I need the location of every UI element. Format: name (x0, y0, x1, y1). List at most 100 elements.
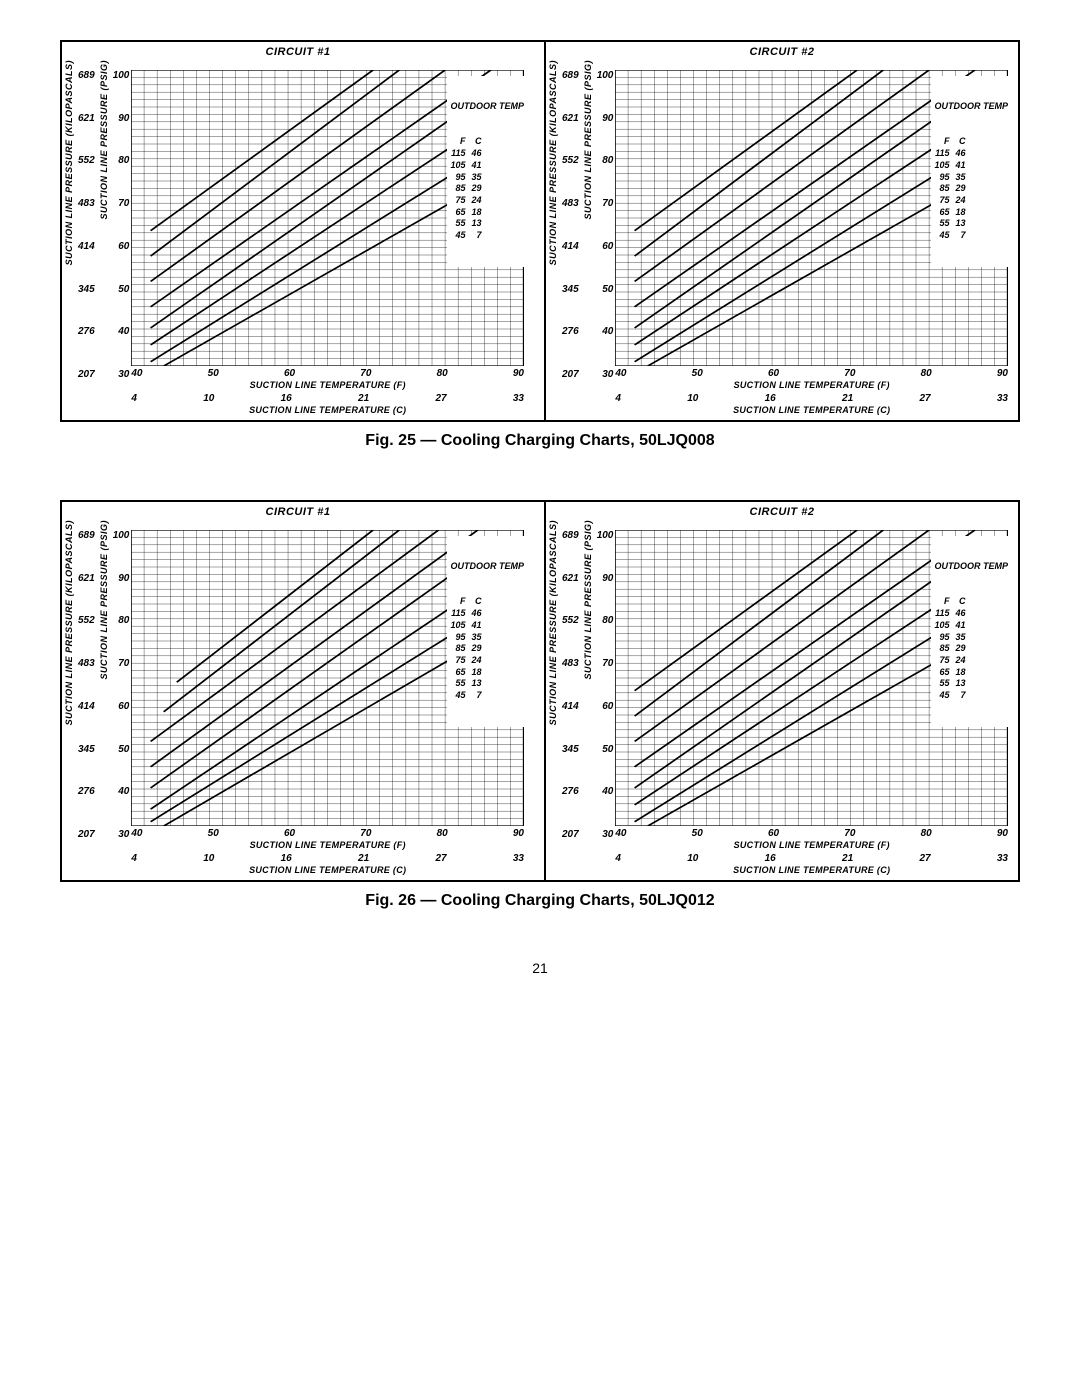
x-axis-label-f: SUCTION LINE TEMPERATURE (F) (615, 840, 1008, 850)
y-axis: SUCTION LINE PRESSURE (KILOPASCALS) (546, 520, 560, 880)
y-ticks: 10090807060504030 (595, 60, 616, 420)
plot-area: OUTDOOR TEMP FC1154610541953585297524651… (615, 70, 1008, 366)
y-tick: 552 (78, 155, 95, 166)
x-tick: 70 (844, 828, 855, 839)
x-tick: 21 (358, 853, 369, 864)
y-tick: 207 (78, 369, 95, 380)
legend: OUTDOOR TEMP FC1154610541953585297524651… (931, 76, 1013, 267)
y-tick: 414 (562, 701, 579, 712)
y-tick: 100 (597, 70, 614, 81)
y-tick: 80 (597, 155, 614, 166)
plot-area: OUTDOOR TEMP FC1154610541953585297524651… (131, 530, 524, 826)
x-axis-label-c: SUCTION LINE TEMPERATURE (C) (131, 405, 524, 415)
y-tick: 80 (113, 155, 130, 166)
y-tick: 50 (113, 284, 130, 295)
y-tick: 80 (597, 615, 614, 626)
x-tick: 80 (921, 368, 932, 379)
y-tick: 207 (78, 829, 95, 840)
y-tick: 483 (562, 198, 579, 209)
y-axis-label: SUCTION LINE PRESSURE (PSIG) (583, 520, 593, 680)
y-tick: 40 (597, 786, 614, 797)
y-tick: 689 (562, 530, 579, 541)
x-tick: 21 (358, 393, 369, 404)
x-tick: 33 (997, 393, 1008, 404)
y-tick: 345 (78, 744, 95, 755)
x-tick: 90 (513, 368, 524, 379)
y-tick: 30 (597, 369, 614, 380)
x-tick: 40 (615, 828, 626, 839)
y-tick: 80 (113, 615, 130, 626)
y-tick: 60 (113, 701, 130, 712)
y-ticks: 689621552483414345276207 (76, 60, 97, 420)
y-axis-label: SUCTION LINE PRESSURE (KILOPASCALS) (548, 520, 558, 725)
x-axis: 405060708090 SUCTION LINE TEMPERATURE (F… (131, 826, 534, 880)
y-tick: 60 (597, 701, 614, 712)
y-tick: 90 (597, 113, 614, 124)
y-tick: 207 (562, 829, 579, 840)
x-tick: 50 (692, 828, 703, 839)
x-tick: 4 (131, 393, 137, 404)
y-tick: 30 (113, 369, 130, 380)
y-tick: 414 (78, 241, 95, 252)
y-tick: 100 (113, 70, 130, 81)
y-tick: 70 (113, 658, 130, 669)
charts-row: CIRCUIT #1 SUCTION LINE PRESSURE (KILOPA… (60, 40, 1020, 422)
y-tick: 70 (597, 198, 614, 209)
x-tick: 10 (687, 393, 698, 404)
x-tick: 40 (615, 368, 626, 379)
y-tick: 483 (78, 198, 95, 209)
y-axis-label: SUCTION LINE PRESSURE (PSIG) (99, 60, 109, 220)
charts-row: CIRCUIT #1 SUCTION LINE PRESSURE (KILOPA… (60, 500, 1020, 882)
x-tick: 27 (435, 853, 446, 864)
x-tick: 70 (844, 368, 855, 379)
x-tick: 33 (997, 853, 1008, 864)
y-axis: SUCTION LINE PRESSURE (KILOPASCALS) (546, 60, 560, 420)
y-axis-label: SUCTION LINE PRESSURE (PSIG) (583, 60, 593, 220)
x-tick: 16 (281, 853, 292, 864)
y-tick: 621 (562, 573, 579, 584)
figure-caption: Fig. 25 — Cooling Charging Charts, 50LJQ… (60, 432, 1020, 450)
x-tick: 4 (615, 393, 621, 404)
plot-area: OUTDOOR TEMP FC1154610541953585297524651… (131, 70, 524, 366)
y-tick: 40 (597, 326, 614, 337)
panel-title: CIRCUIT #2 (546, 502, 1018, 520)
x-tick: 90 (997, 368, 1008, 379)
y-tick: 552 (562, 615, 579, 626)
x-axis-label-c: SUCTION LINE TEMPERATURE (C) (615, 405, 1008, 415)
legend-title: OUTDOOR TEMP (935, 561, 1009, 573)
y-tick: 30 (113, 829, 130, 840)
y-tick: 345 (562, 284, 579, 295)
x-tick: 16 (281, 393, 292, 404)
y-tick: 689 (562, 70, 579, 81)
x-tick: 10 (687, 853, 698, 864)
y-tick: 30 (597, 829, 614, 840)
x-tick: 21 (842, 393, 853, 404)
y-axis: SUCTION LINE PRESSURE (KILOPASCALS) (62, 60, 76, 420)
y-tick: 40 (113, 786, 130, 797)
legend-title: OUTDOOR TEMP (451, 101, 525, 113)
legend: OUTDOOR TEMP FC1154610541953585297524651… (447, 536, 529, 727)
y-axis: SUCTION LINE PRESSURE (PSIG) (581, 520, 595, 880)
x-tick: 33 (513, 853, 524, 864)
x-tick: 60 (768, 368, 779, 379)
y-ticks: 10090807060504030 (111, 520, 132, 880)
chart-panel: CIRCUIT #2 SUCTION LINE PRESSURE (KILOPA… (544, 502, 1018, 880)
chart-panel: CIRCUIT #1 SUCTION LINE PRESSURE (KILOPA… (62, 502, 534, 880)
y-axis: SUCTION LINE PRESSURE (PSIG) (581, 60, 595, 420)
x-tick: 33 (513, 393, 524, 404)
y-tick: 50 (113, 744, 130, 755)
y-tick: 414 (78, 701, 95, 712)
x-tick: 80 (921, 828, 932, 839)
y-ticks: 689621552483414345276207 (76, 520, 97, 880)
x-tick: 50 (208, 828, 219, 839)
y-ticks: 10090807060504030 (111, 60, 132, 420)
y-axis-label: SUCTION LINE PRESSURE (KILOPASCALS) (64, 520, 74, 725)
y-tick: 90 (597, 573, 614, 584)
page-number: 21 (60, 960, 1020, 976)
chart-panel: CIRCUIT #1 SUCTION LINE PRESSURE (KILOPA… (62, 42, 534, 420)
x-tick: 50 (692, 368, 703, 379)
y-tick: 40 (113, 326, 130, 337)
y-tick: 552 (78, 615, 95, 626)
y-tick: 276 (562, 326, 579, 337)
y-tick: 689 (78, 70, 95, 81)
